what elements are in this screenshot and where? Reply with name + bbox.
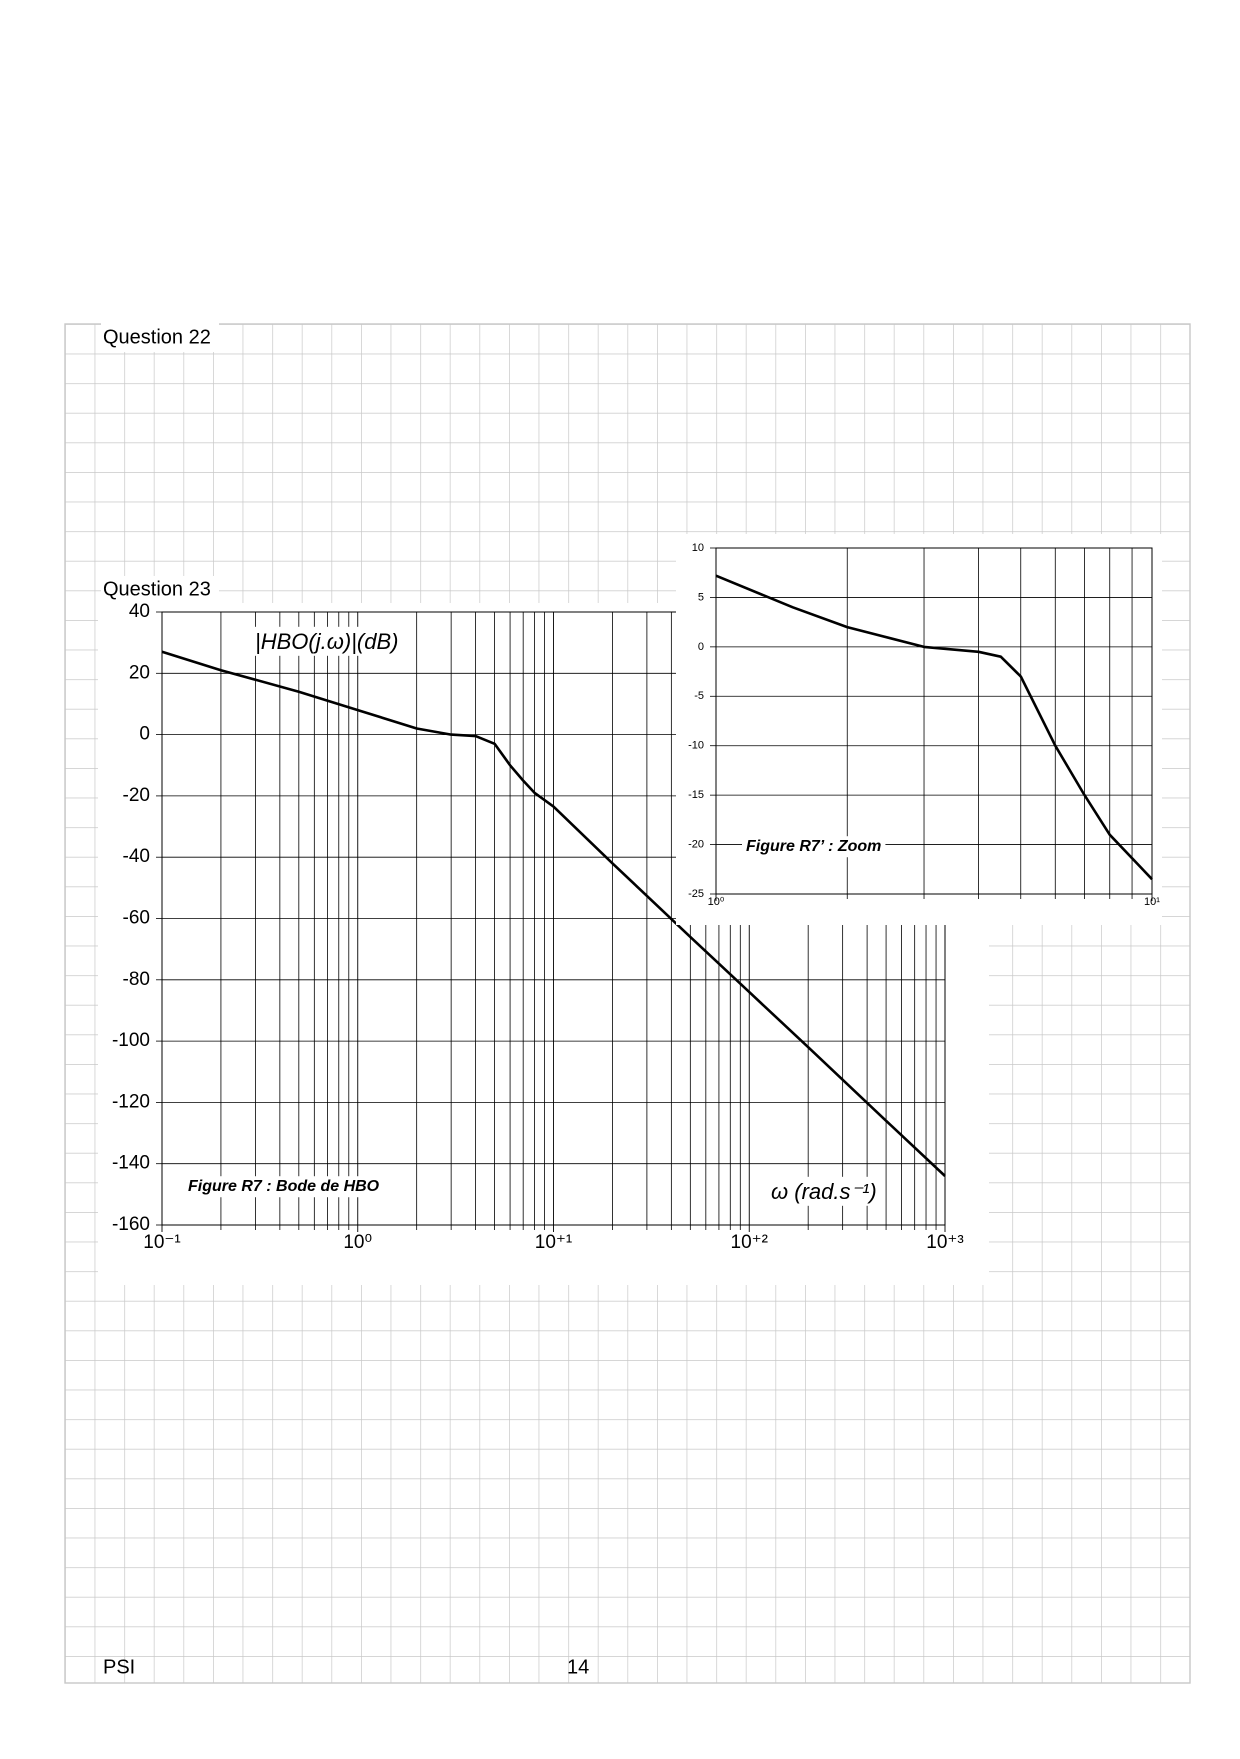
chart-title: Figure R7 : Bode de HBO [188,1178,380,1195]
y-tick-label: 0 [139,724,150,745]
y-tick-label: -20 [123,785,150,806]
y-tick-label: -160 [112,1214,150,1235]
y-tick-label: -20 [688,838,704,850]
x-tick-label: 10⁻¹ [143,1232,181,1253]
zoom-chart: -25 -20 -15 -10 -5 0 5 10 10⁰ 10¹ Figure R7’ : Zoo… [688,542,1160,908]
x-tick-label: 10⁰ [708,896,725,908]
label-background [101,322,219,352]
page-number: 14 [567,1656,589,1678]
x-tick-label: 10⁺² [731,1232,769,1253]
y-tick-label: 0 [698,641,704,653]
plot-frame [715,547,1153,895]
x-axis-label: ω (rad.s⁻¹) [771,1179,877,1204]
y-tick-label: -120 [112,1091,150,1112]
label-background [184,1176,384,1198]
y-tick-label: -25 [688,888,704,900]
y-tick-label: 10 [692,542,704,554]
y-tick-label: 5 [698,591,704,603]
x-tick-label: 10⁰ [343,1232,372,1253]
x-tick-label: 10⁺¹ [535,1232,573,1253]
y-axis-label: |HBO(j.ω)|(dB) [255,629,398,654]
x-tick-label: 10¹ [1144,896,1160,908]
label-background [742,836,886,858]
y-tick-label: -100 [112,1030,150,1051]
label-background [767,1176,881,1206]
y-tick-label: -140 [112,1153,150,1174]
footer-label: PSI [103,1656,135,1678]
curve [161,650,946,1177]
y-tick-label: -40 [123,846,150,867]
y-tick-label: -60 [123,908,150,929]
y-tick-label: -15 [688,789,704,801]
question-label: Question 23 [103,578,211,600]
curve [715,574,1153,881]
y-tick-label: 20 [129,662,150,683]
y-tick-label: 40 [129,601,150,622]
chart-title: Figure R7’ : Zoom [746,838,881,855]
question-label: Question 22 [103,326,211,348]
label-background [251,626,403,656]
y-tick-label: -80 [123,969,150,990]
label-background [101,576,219,604]
y-tick-label: -10 [688,740,704,752]
zoom-background [676,534,1162,925]
y-tick-label: -5 [694,690,704,702]
x-tick-label: 10⁺³ [926,1232,964,1253]
